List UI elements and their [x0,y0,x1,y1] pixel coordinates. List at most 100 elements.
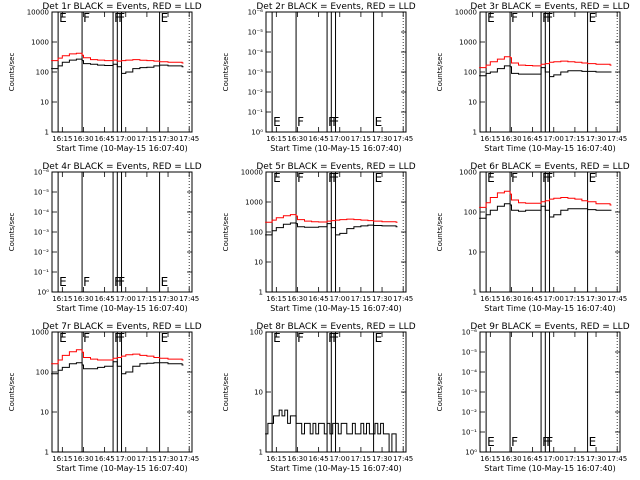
event-marker-label: F [83,331,90,345]
y-axis-label: Counts/sec [8,53,16,92]
event-marker-label: F [83,11,90,25]
x-tick-label: 16:15 [480,455,500,463]
detector-panel: Det 3r BLACK = Events, RED = LLD Counts/s… [436,2,630,153]
panel-title: Det 6r BLACK = Events, RED = LLD [470,162,629,172]
x-tick-label: 16:30 [501,135,521,143]
y-tick-label: 10 [40,409,49,417]
events-rate-line [265,222,398,236]
event-marker-label: F [297,115,304,129]
y-tick-label: 10000 [27,9,49,17]
detector-panel: Det 4r BLACK = Events, RED = LLD Counts/s… [8,162,202,313]
x-tick-label: 17:30 [158,295,178,303]
y-tick-label: 10⁻³ [462,389,478,397]
y-axis-label: Counts/sec [8,373,16,412]
x-tick-label: 16:45 [95,295,115,303]
x-tick-label: 17:15 [137,295,157,303]
x-tick-label: 16:30 [73,135,93,143]
lld-rate-line [479,56,612,69]
event-marker-label: F [511,435,518,449]
detector-panel: Det 2r BLACK = Events, RED = LLD Counts/s… [222,2,416,153]
x-tick-label: 17:45 [607,295,627,303]
event-marker-label: F [83,275,90,289]
y-tick-label: 10⁰ [251,129,263,137]
y-tick-label: 10⁻³ [34,229,50,237]
events-rate-line [51,361,184,375]
x-tick-label: 17:30 [158,135,178,143]
y-tick-label: 100 [36,369,49,377]
lld-rate-line [51,52,184,64]
panel-title: Det 9r BLACK = Events, RED = LLD [470,322,629,332]
x-tick-label: 17:00 [544,135,564,143]
x-tick-label: 16:30 [501,295,521,303]
y-tick-label: 10⁻² [462,409,478,417]
y-tick-label: 10⁻¹ [462,429,478,437]
x-tick-label: 16:45 [523,135,543,143]
y-tick-label: 10 [468,99,477,107]
x-tick-label: 17:45 [179,295,199,303]
y-tick-label: 10⁰ [37,289,49,297]
x-tick-label: 16:45 [95,135,115,143]
y-tick-label: 10⁻⁴ [34,209,50,217]
y-tick-label: 100 [464,209,477,217]
x-tick-label: 17:15 [351,135,371,143]
event-marker-label: E [487,435,495,449]
x-tick-label: 17:15 [351,295,371,303]
x-tick-label: 16:45 [309,455,329,463]
x-tick-label: 17:45 [179,455,199,463]
detector-panel: Det 1r BLACK = Events, RED = LLD Counts/s… [8,2,202,153]
x-axis-label: Start Time (10-May-15 16:07:40) [270,304,401,313]
x-tick-label: 16:45 [309,135,329,143]
x-tick-label: 17:30 [372,295,392,303]
x-tick-label: 17:00 [544,455,564,463]
panel-title: Det 3r BLACK = Events, RED = LLD [470,2,629,12]
x-tick-label: 16:30 [73,295,93,303]
x-tick-label: 17:30 [586,295,606,303]
y-tick-label: 10⁻⁴ [462,369,478,377]
x-axis-label: Start Time (10-May-15 16:07:40) [484,304,615,313]
x-axis-label: Start Time (10-May-15 16:07:40) [270,464,401,473]
x-tick-label: 16:30 [287,135,307,143]
event-marker-label: E [273,331,281,345]
y-tick-label: 100 [36,69,49,77]
x-tick-label: 16:45 [523,455,543,463]
x-axis-label: Start Time (10-May-15 16:07:40) [56,304,187,313]
x-tick-label: 16:15 [266,295,286,303]
panel-title: Det 2r BLACK = Events, RED = LLD [256,2,415,12]
event-marker-label: E [161,11,169,25]
y-tick-label: 1 [259,289,263,297]
x-tick-label: 17:45 [179,135,199,143]
x-tick-label: 16:15 [52,135,72,143]
x-tick-label: 17:15 [565,295,585,303]
y-tick-label: 100 [464,69,477,77]
x-tick-label: 16:15 [266,455,286,463]
y-tick-label: 10 [40,99,49,107]
detector-panel: Det 9r BLACK = Events, RED = LLD Counts/s… [436,322,630,473]
detector-panel: Det 5r BLACK = Events, RED = LLD Counts/s… [222,162,416,313]
x-tick-label: 17:15 [137,135,157,143]
y-tick-label: 10⁻² [248,89,264,97]
event-marker-label: E [59,11,67,25]
detector-panel: Det 8r BLACK = Events, RED = LLD Counts/s… [222,322,416,473]
event-marker-label: E [375,115,383,129]
event-marker-label: E [487,11,495,25]
events-rate-line [265,409,398,453]
x-tick-label: 16:30 [287,295,307,303]
x-tick-label: 17:45 [393,295,413,303]
x-tick-label: 17:45 [607,135,627,143]
y-tick-label: 1000 [459,169,477,177]
event-marker-label: F [297,331,304,345]
x-tick-label: 17:30 [586,135,606,143]
y-tick-label: 100 [250,329,263,337]
y-axis-label: Counts/sec [436,213,444,252]
x-tick-label: 16:30 [287,455,307,463]
y-tick-label: 10⁻⁵ [34,189,50,197]
panel-title: Det 8r BLACK = Events, RED = LLD [256,322,415,332]
x-axis-label: Start Time (10-May-15 16:07:40) [484,464,615,473]
event-marker-label: E [589,435,597,449]
event-marker-label: E [487,171,495,185]
x-tick-label: 17:15 [565,135,585,143]
y-tick-label: 1000 [245,199,263,207]
y-axis-label: Counts/sec [436,373,444,412]
event-marker-label: E [59,331,67,345]
